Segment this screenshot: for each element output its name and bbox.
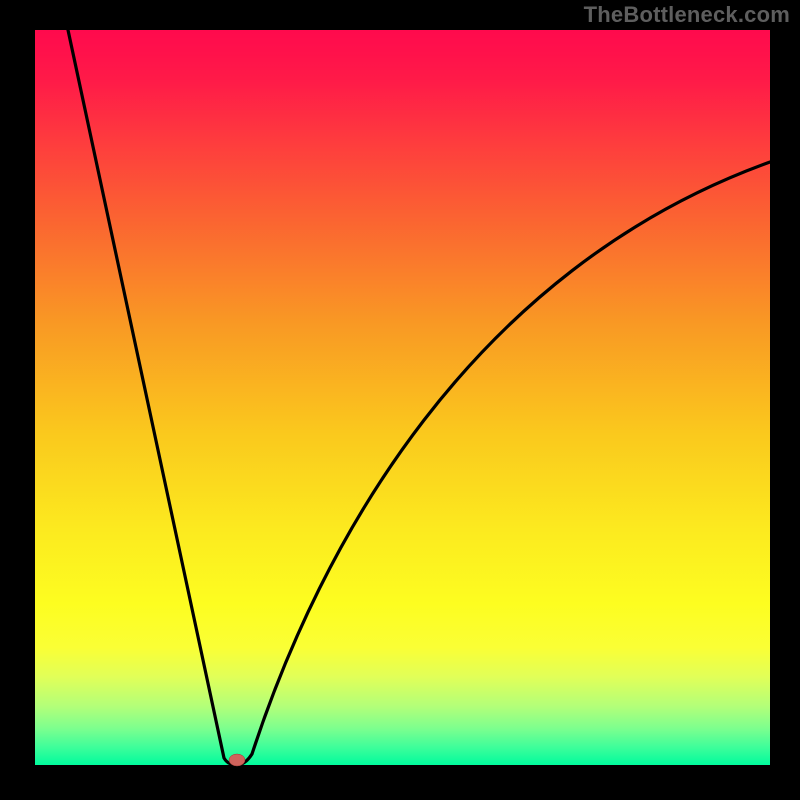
- plot-area: [35, 30, 770, 765]
- watermark-text: TheBottleneck.com: [584, 2, 790, 28]
